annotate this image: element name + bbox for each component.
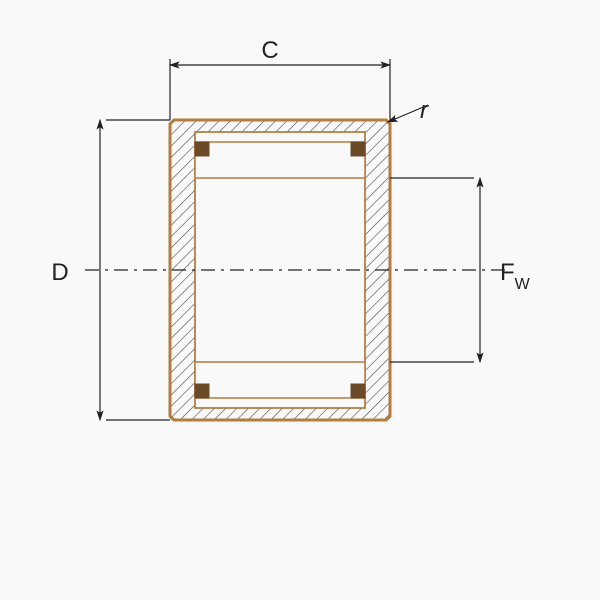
dim-label-D: D — [51, 259, 68, 286]
dim-label-C: C — [261, 37, 278, 64]
roller-bottom — [195, 362, 365, 398]
dim-label-r: r — [420, 97, 429, 124]
bearing-cross-section-diagram: CDFWr — [0, 0, 600, 600]
cage-corner — [195, 142, 209, 156]
roller-top — [195, 142, 365, 178]
cage-corner — [351, 142, 365, 156]
cage-corner — [351, 384, 365, 398]
cage-corner — [195, 384, 209, 398]
